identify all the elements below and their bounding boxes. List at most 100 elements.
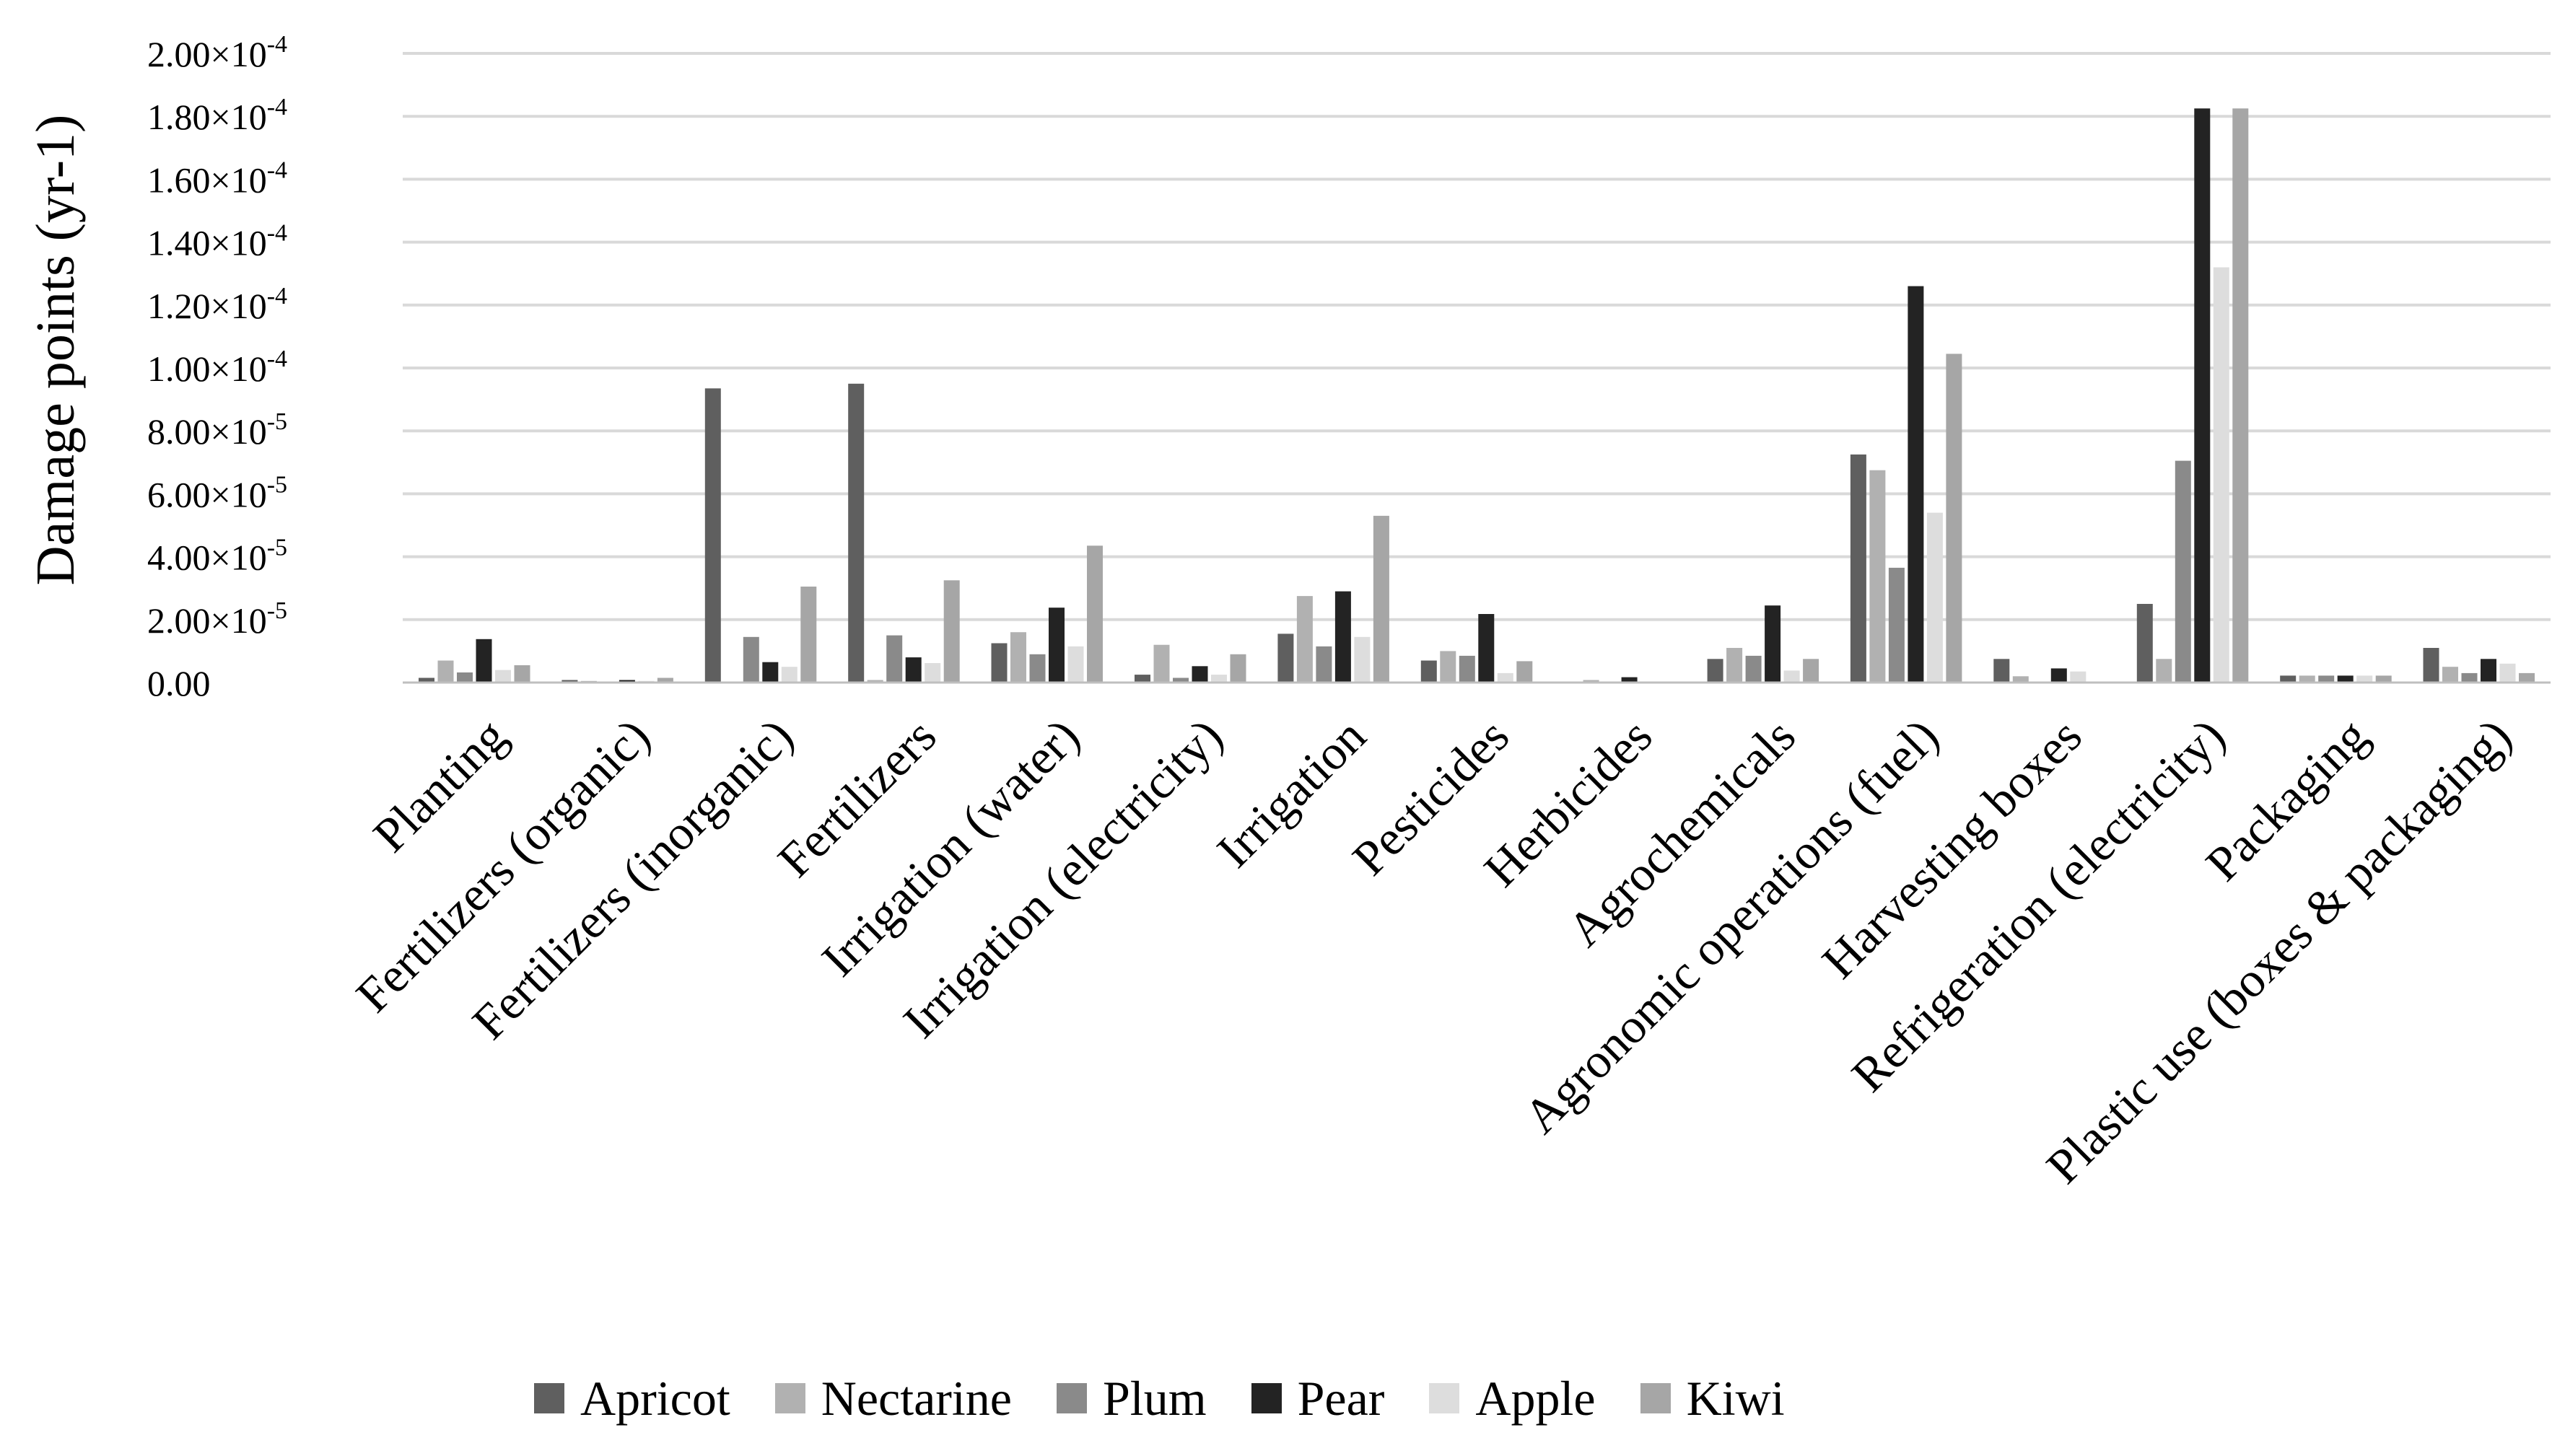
bar-apple xyxy=(1354,636,1371,683)
legend-item-pear: Pear xyxy=(1251,1370,1384,1427)
bar-plum xyxy=(457,672,473,683)
bar-plum xyxy=(1888,567,1905,683)
bar-kiwi xyxy=(2375,675,2392,683)
legend-item-kiwi: Kiwi xyxy=(1640,1370,1785,1427)
bar-apricot xyxy=(991,643,1008,683)
bar-kiwi xyxy=(1087,545,1103,683)
bar-pear xyxy=(619,680,635,683)
y-tick-label: 6.00×10-5 xyxy=(147,471,287,514)
bar-nectarine xyxy=(1583,680,1599,683)
bar-nectarine xyxy=(2156,659,2172,683)
y-tick-label: 1.60×10-4 xyxy=(147,157,287,200)
bar-plum xyxy=(1745,655,1762,683)
bar-apricot xyxy=(2280,675,2297,683)
y-tick-label: 1.80×10-4 xyxy=(147,94,287,137)
y-tick-label: 8.00×10-5 xyxy=(147,408,287,452)
bar-plum xyxy=(2175,460,2191,683)
y-tick-label: 1.40×10-4 xyxy=(147,220,287,263)
y-tick-mantissa: 4.00×10 xyxy=(147,538,267,578)
bar-kiwi xyxy=(1373,515,1389,683)
bar-pear xyxy=(476,639,492,683)
legend-swatch xyxy=(1056,1383,1087,1413)
bar-apple xyxy=(2356,675,2373,683)
bar-apple xyxy=(2499,663,2516,683)
bar-plum xyxy=(1029,654,1046,683)
y-tick-mantissa: 1.80×10 xyxy=(147,97,267,137)
y-tick-exponent: -4 xyxy=(267,157,287,183)
legend: Apricot Nectarine Plum Pear Apple Kiwi xyxy=(534,1369,1785,1427)
bar-apricot xyxy=(1850,454,1866,683)
bar-apple xyxy=(2070,671,2086,683)
legend-item-apple: Apple xyxy=(1429,1370,1596,1427)
legend-swatch xyxy=(1429,1383,1460,1413)
bar-plum xyxy=(1173,677,1189,683)
y-tick-exponent: -5 xyxy=(267,408,287,435)
bar-nectarine xyxy=(867,680,883,683)
bar-kiwi xyxy=(1230,654,1246,683)
bar-pear xyxy=(1334,591,1351,683)
bar-pear xyxy=(1049,608,1065,683)
y-tick-exponent: -4 xyxy=(267,220,287,247)
bar-apricot xyxy=(1707,659,1723,683)
bars xyxy=(419,108,2535,683)
bar-plum xyxy=(2318,675,2335,683)
bar-nectarine xyxy=(1440,651,1456,683)
y-tick-exponent: -4 xyxy=(267,94,287,120)
legend-item-plum: Plum xyxy=(1056,1370,1207,1427)
y-tick-exponent: -5 xyxy=(267,597,287,624)
bar-nectarine xyxy=(1869,470,1886,683)
y-tick-exponent: -4 xyxy=(267,346,287,372)
bar-apricot xyxy=(704,388,721,683)
y-tick-mantissa: 8.00×10 xyxy=(147,411,267,452)
bar-apple xyxy=(495,670,511,683)
y-tick-label: 2.00×10-5 xyxy=(147,597,287,641)
y-tick-exponent: -5 xyxy=(267,471,287,498)
y-tick-label: 0.00 xyxy=(147,663,211,703)
bar-apricot xyxy=(2423,648,2439,683)
bar-apple xyxy=(1926,512,1943,683)
bar-kiwi xyxy=(514,665,530,683)
y-tick-mantissa: 6.00×10 xyxy=(147,474,267,514)
x-tick-label: Harvesting boxes xyxy=(1812,708,2092,988)
bar-apricot xyxy=(848,383,865,683)
bar-pear xyxy=(1478,614,1495,683)
bar-pear xyxy=(1908,286,1924,683)
bar-plum xyxy=(1316,646,1332,683)
bar-apple xyxy=(1497,672,1513,683)
bar-kiwi xyxy=(1946,354,1962,683)
bar-nectarine xyxy=(1296,596,1313,683)
bar-kiwi xyxy=(800,587,817,683)
bar-pear xyxy=(762,662,779,683)
gridlines xyxy=(403,52,2551,621)
legend-label: Kiwi xyxy=(1686,1370,1785,1426)
y-tick-label: 1.20×10-4 xyxy=(147,283,287,326)
y-tick-exponent: -5 xyxy=(267,535,287,561)
y-tick-mantissa: 1.60×10 xyxy=(147,159,267,200)
bar-nectarine xyxy=(2442,667,2458,683)
bar-kiwi xyxy=(1516,661,1533,683)
y-tick-label: 1.00×10-4 xyxy=(147,346,287,389)
bar-kiwi xyxy=(2232,108,2249,683)
y-tick-exponent: -4 xyxy=(267,31,287,58)
bar-pear xyxy=(2337,675,2354,683)
y-tick-mantissa: 1.20×10 xyxy=(147,286,267,326)
y-axis-label: Damage points (yr-1) xyxy=(25,115,86,586)
bar-kiwi xyxy=(657,677,673,683)
legend-label: Apple xyxy=(1475,1370,1596,1426)
bar-nectarine xyxy=(2012,676,2029,683)
bar-apple xyxy=(2213,267,2229,683)
legend-swatch xyxy=(774,1383,805,1413)
bar-apricot xyxy=(1420,660,1437,683)
bar-apricot xyxy=(1135,675,1150,683)
y-tick-mantissa: 1.40×10 xyxy=(147,223,267,263)
bar-pear xyxy=(1192,666,1208,683)
bar-kiwi xyxy=(1803,659,1819,683)
bar-pear xyxy=(2050,668,2067,683)
bar-plum xyxy=(1459,655,1475,683)
bar-apple xyxy=(781,667,798,683)
legend-swatch xyxy=(1640,1383,1671,1413)
legend-item-apricot: Apricot xyxy=(534,1370,730,1427)
bar-plum xyxy=(886,635,903,683)
